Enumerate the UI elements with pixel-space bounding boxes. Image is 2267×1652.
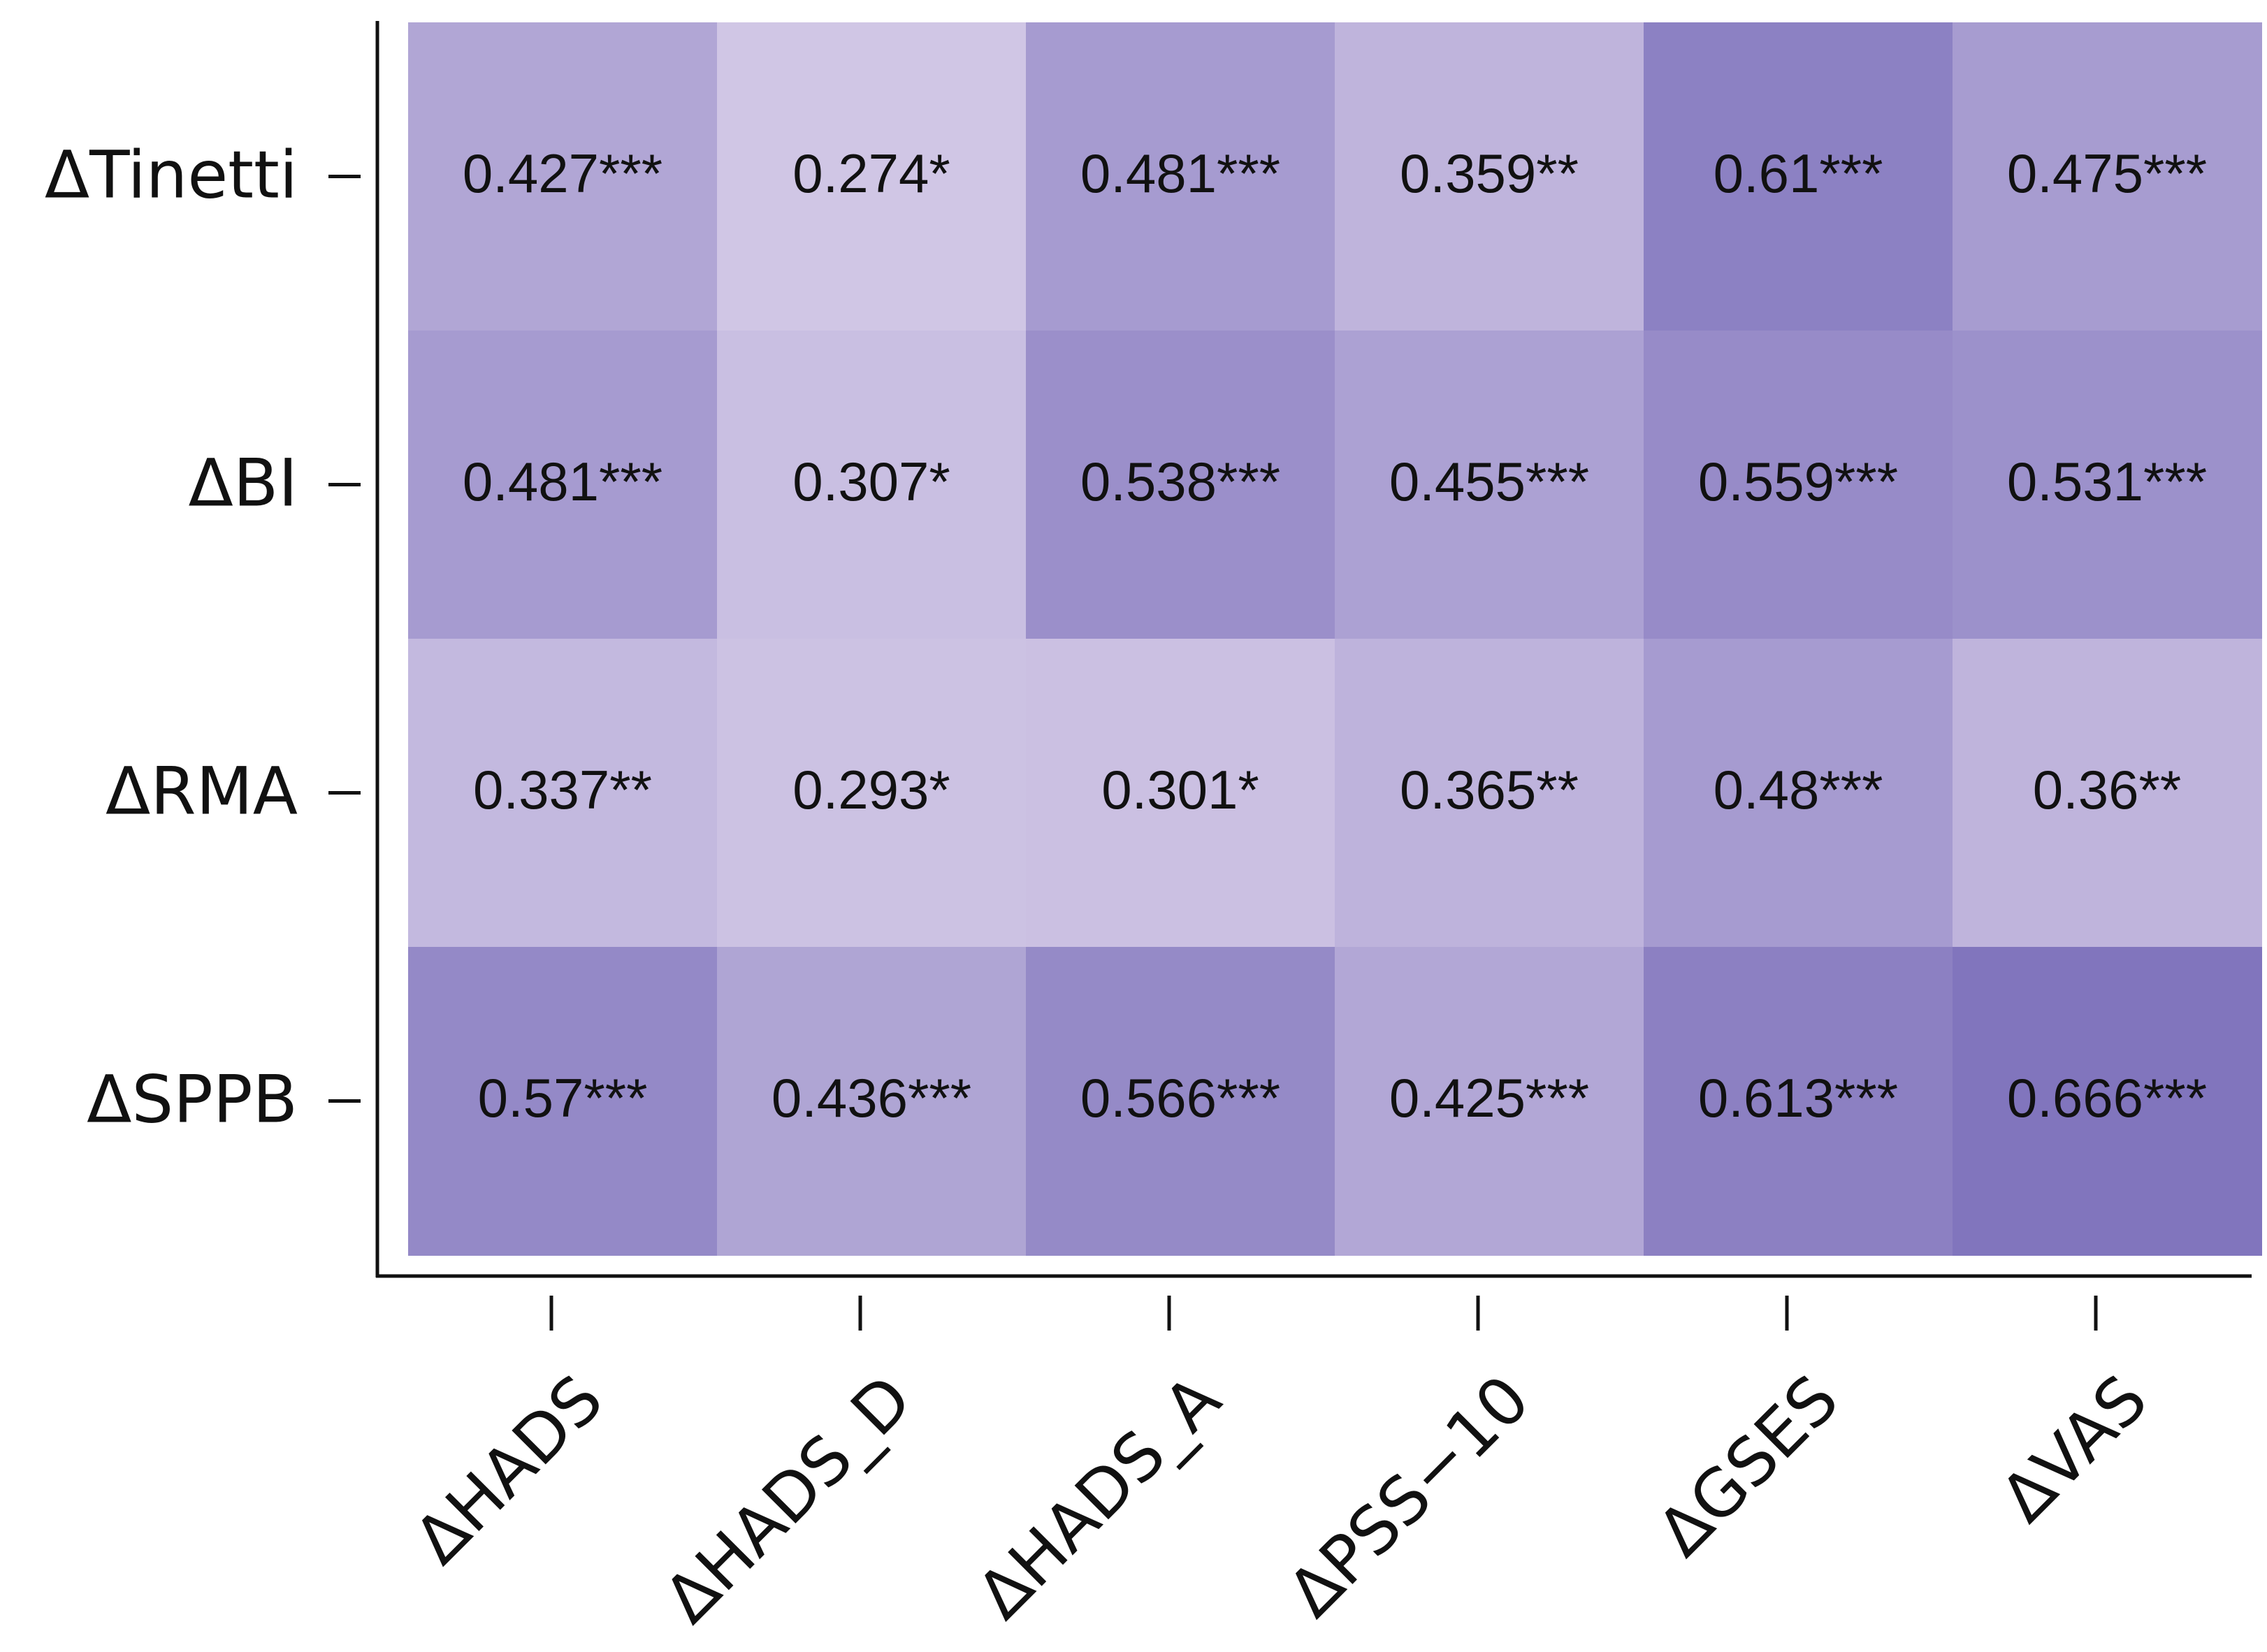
x-tick-label: ΔHADS_A xyxy=(963,1361,1236,1634)
heatmap-cell-r1-c3 xyxy=(1335,331,1644,639)
cell-value-label: 0.293* xyxy=(792,759,950,820)
row-labels: ΔTinetti ΔBI ΔRMA ΔSPPB xyxy=(45,137,298,1138)
heatmap-cell-r1-c5 xyxy=(1953,331,2262,639)
cell-value-label: 0.61*** xyxy=(1714,143,1883,204)
heatmap-cell-r3-c4 xyxy=(1644,947,1953,1256)
heatmap-cell-r2-c5 xyxy=(1953,639,2262,948)
x-tick-label: ΔVAS xyxy=(1986,1361,2161,1537)
y-tick-label: ΔRMA xyxy=(106,753,298,829)
y-tick-label: ΔSPPB xyxy=(87,1062,298,1138)
cell-value-label: 0.436*** xyxy=(772,1067,971,1129)
heatmap-cell-r2-c0 xyxy=(408,639,718,948)
heatmap-cell-r2-c3 xyxy=(1335,639,1644,948)
cell-value-label: 0.666*** xyxy=(2007,1067,2207,1129)
cell-value-label: 0.48*** xyxy=(1714,759,1883,820)
heatmap-cell-r1-c1 xyxy=(717,331,1027,639)
heatmap-cell-r3-c1 xyxy=(717,947,1027,1256)
x-tick-label: ΔHADS_D xyxy=(650,1361,927,1638)
cell-value-label: 0.613*** xyxy=(1698,1067,1898,1129)
cell-value-label: 0.538*** xyxy=(1080,451,1280,512)
cell-value-label: 0.481*** xyxy=(1080,143,1280,204)
cell-value-label: 0.36** xyxy=(2033,759,2182,820)
heatmap-cell-labels: 0.427*** 0.274* 0.481*** 0.359** 0.61*** 0.47… xyxy=(463,143,2207,1129)
x-tick-label: ΔPSS−10 xyxy=(1274,1361,1544,1632)
heatmap-cell-r0-c2 xyxy=(1026,22,1335,331)
heatmap-cell-r0-c0 xyxy=(408,22,718,331)
heatmap-cell-r2-c4 xyxy=(1644,639,1953,948)
row-ticks xyxy=(328,175,361,1103)
heatmap-cell-r3-c2 xyxy=(1026,947,1335,1256)
cell-value-label: 0.455*** xyxy=(1389,451,1589,512)
heatmap-cell-r1-c4 xyxy=(1644,331,1953,639)
heatmap-cell-r0-c4 xyxy=(1644,22,1953,331)
x-tick-label: ΔHADS xyxy=(400,1361,618,1579)
cell-value-label: 0.531*** xyxy=(2007,451,2207,512)
y-tick-label: ΔBI xyxy=(188,445,298,521)
x-tick-label: ΔGSES xyxy=(1643,1361,1853,1571)
heatmap-cell-r2-c1 xyxy=(717,639,1027,948)
col-labels: ΔHADS ΔHADS_D ΔHADS_A ΔPSS−10 ΔGSES ΔVAS xyxy=(400,1361,2162,1638)
heatmap-cell-r3-c5 xyxy=(1953,947,2262,1256)
heatmap-cell-r1-c0 xyxy=(408,331,718,639)
cell-value-label: 0.559*** xyxy=(1698,451,1898,512)
axes xyxy=(375,21,2252,1278)
cell-value-label: 0.57*** xyxy=(478,1067,648,1129)
heatmap-cell-r1-c2 xyxy=(1026,331,1335,639)
heatmap-cell-r0-c5 xyxy=(1953,22,2262,331)
heatmap-cell-r2-c2 xyxy=(1026,639,1335,948)
cell-value-label: 0.365** xyxy=(1400,759,1579,820)
heatmap-cell-r0-c1 xyxy=(717,22,1027,331)
cell-value-label: 0.307* xyxy=(792,451,950,512)
heatmap-cell-r0-c3 xyxy=(1335,22,1644,331)
heatmap-cell-r3-c3 xyxy=(1335,947,1644,1256)
cell-value-label: 0.475*** xyxy=(2007,143,2207,204)
cell-value-label: 0.301* xyxy=(1101,759,1259,820)
cell-value-label: 0.481*** xyxy=(463,451,662,512)
cell-value-label: 0.566*** xyxy=(1080,1067,1280,1129)
cell-value-label: 0.427*** xyxy=(463,143,662,204)
cell-value-label: 0.359** xyxy=(1400,143,1579,204)
cell-value-label: 0.337** xyxy=(473,759,652,820)
cell-value-label: 0.425*** xyxy=(1389,1067,1589,1129)
cell-value-label: 0.274* xyxy=(792,143,950,204)
heatmap-cells xyxy=(408,22,2262,1256)
col-ticks xyxy=(549,1296,2098,1331)
y-tick-label: ΔTinetti xyxy=(45,137,298,213)
heatmap-cell-r3-c0 xyxy=(408,947,718,1256)
